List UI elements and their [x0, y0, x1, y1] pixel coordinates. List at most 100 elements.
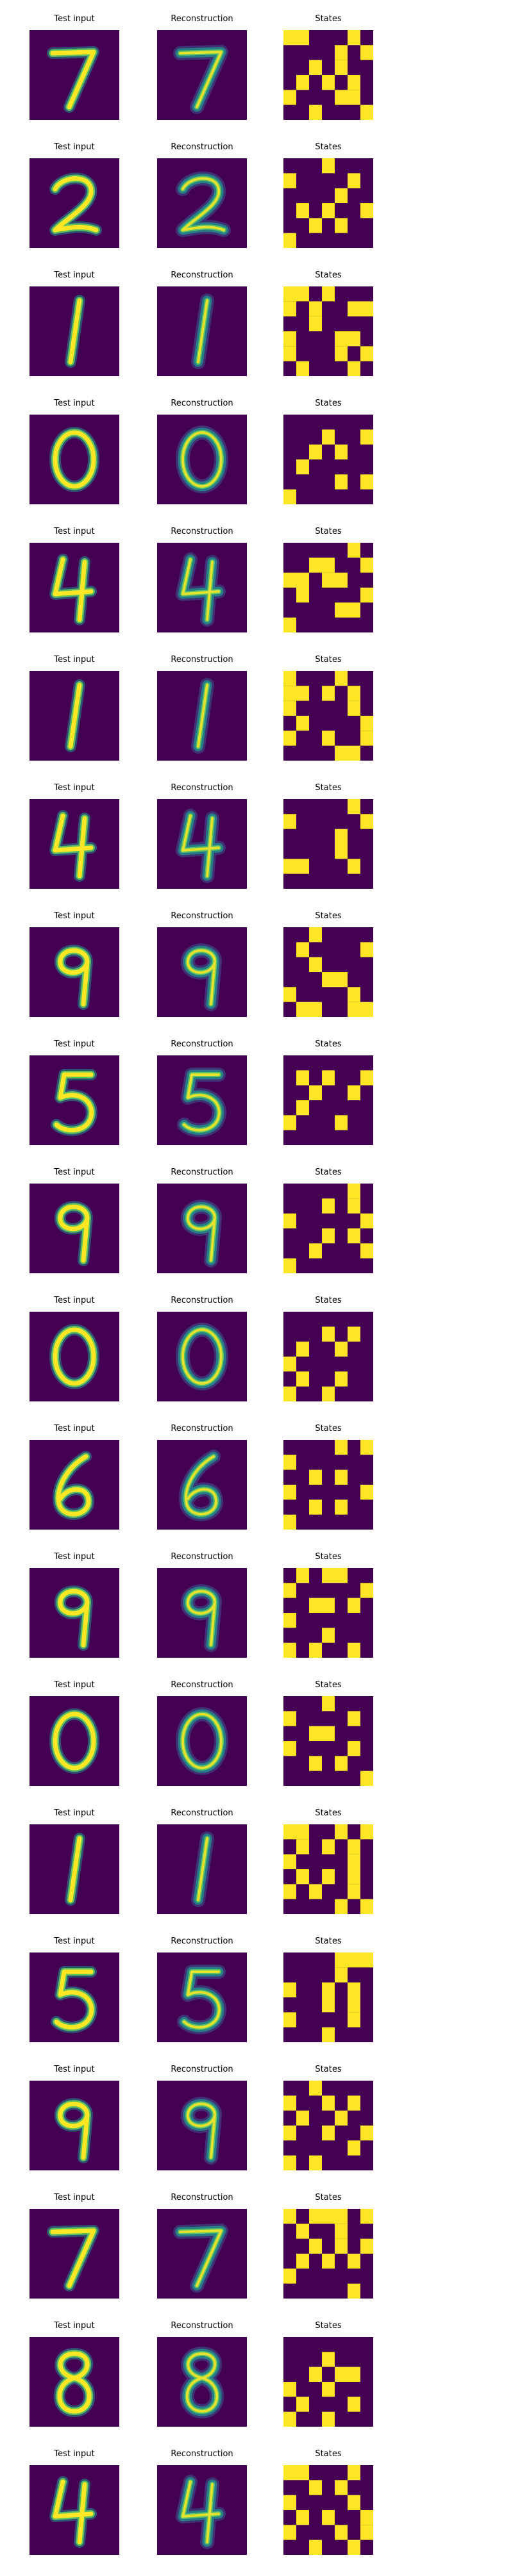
digit-stroke [179, 2229, 223, 2287]
state-cell-active [335, 60, 348, 75]
state-cell-active [348, 361, 360, 376]
digit-stroke [181, 431, 223, 488]
state-cell-active [335, 90, 348, 105]
test-input-panel: Test input [29, 269, 119, 381]
test-input-panel-title: Test input [54, 1936, 95, 1946]
state-cell-active [335, 844, 348, 859]
state-cell-active [360, 1070, 373, 1086]
state-cell-active [322, 1598, 335, 1613]
state-cell-active [309, 2155, 322, 2170]
reconstruction-panel-title: Reconstruction [171, 2321, 233, 2331]
states-panel-image [283, 1696, 373, 1786]
states-panel: States [283, 1807, 373, 1919]
state-cell-active [348, 90, 360, 105]
state-cell-active [348, 2397, 360, 2412]
state-cell-active [283, 2268, 296, 2284]
state-cell-active [309, 2366, 322, 2382]
reconstruction-panel: Reconstruction [157, 1166, 247, 1278]
reconstruction-panel: Reconstruction [157, 2192, 247, 2304]
states-panel-image [283, 671, 373, 761]
test-input-panel: Test input [29, 2320, 119, 2432]
reconstruction-panel: Reconstruction [157, 397, 247, 509]
digit-stroke [181, 814, 220, 877]
reconstruction-panel-image [157, 1184, 247, 1273]
test-input-panel-title: Test input [54, 2193, 95, 2202]
test-input-panel: Test input [29, 782, 119, 894]
state-cell-active [309, 2539, 322, 2555]
state-cell-active [309, 1598, 322, 1613]
state-cell-active [348, 2012, 360, 2027]
state-cell-active [283, 489, 296, 504]
state-cell-active [335, 972, 348, 987]
state-cell-active [348, 1839, 360, 1854]
state-cell-active [309, 1499, 322, 1515]
states-panel-title: States [315, 911, 342, 921]
state-cell-active [360, 2238, 373, 2254]
state-cell-active [348, 1198, 360, 1214]
state-cell-active [283, 2411, 296, 2427]
test-input-panel-image [29, 1312, 119, 1401]
states-panel-title: States [315, 399, 342, 408]
figure-row: Test input Reconstruction States [0, 13, 513, 141]
state-cell-active [335, 572, 348, 588]
states-panel-image [283, 1055, 373, 1145]
states-panel: States [283, 1551, 373, 1663]
test-input-panel-image [29, 543, 119, 632]
states-panel-title: States [315, 2065, 342, 2074]
test-input-panel-image [29, 158, 119, 248]
state-cell-active [296, 2224, 309, 2239]
digit-stroke [53, 2479, 94, 2545]
state-cell-active [296, 1824, 309, 1840]
state-cell-active [360, 1583, 373, 1598]
state-cell-active [309, 1085, 322, 1100]
state-cell-active [348, 2539, 360, 2555]
state-cell-active [309, 1002, 322, 1017]
state-cell-active [283, 1455, 296, 1470]
state-cell-active [283, 1854, 296, 1869]
state-cell-active [296, 2254, 309, 2269]
reconstruction-panel: Reconstruction [157, 13, 247, 125]
digit-stroke [58, 2101, 90, 2160]
digit-stroke [50, 49, 96, 110]
test-input-panel-title: Test input [54, 2449, 95, 2459]
test-input-panel: Test input [29, 1294, 119, 1407]
reconstruction-panel-image [157, 1696, 247, 1786]
reconstruction-panel-image [157, 158, 247, 248]
reconstruction-panel-image [157, 1055, 247, 1145]
reconstruction-panel: Reconstruction [157, 2448, 247, 2560]
test-input-panel-image [29, 2337, 119, 2427]
reconstruction-panel: Reconstruction [157, 1679, 247, 1791]
digit-stroke [179, 51, 223, 108]
figure-row: Test input Reconstruction States [0, 2192, 513, 2320]
states-panel: States [283, 269, 373, 381]
state-cell-active [335, 671, 348, 686]
state-cell-active [360, 1485, 373, 1500]
reconstruction-panel-title: Reconstruction [171, 1552, 233, 1562]
test-input-panel: Test input [29, 1038, 119, 1150]
digit-stroke [58, 948, 90, 1007]
state-cell-active [283, 2525, 296, 2540]
reconstruction-panel: Reconstruction [157, 1294, 247, 1407]
state-cell-active [283, 301, 296, 317]
test-input-panel: Test input [29, 13, 119, 125]
state-cell-active [322, 2510, 335, 2525]
states-panel: States [283, 525, 373, 638]
digit-stroke [183, 1970, 221, 2029]
state-cell-active [360, 731, 373, 746]
state-cell-active [296, 1341, 309, 1357]
state-cell-active [348, 173, 360, 188]
state-cell-active [322, 1198, 335, 1214]
digit-stroke [54, 1969, 94, 2030]
state-cell-active [348, 2254, 360, 2269]
figure-row: Test input Reconstruction States [0, 2320, 513, 2448]
digit-stroke [68, 298, 82, 365]
states-panel-image [283, 1953, 373, 2042]
states-panel-image [283, 415, 373, 504]
figure-row: Test input Reconstruction States [0, 525, 513, 654]
state-cell-active [348, 2366, 360, 2382]
states-panel: States [283, 1423, 373, 1535]
state-cell-active [335, 2224, 348, 2239]
state-cell-active [322, 75, 335, 90]
figure-row: Test input Reconstruction States [0, 397, 513, 525]
state-cell-active [283, 617, 296, 632]
